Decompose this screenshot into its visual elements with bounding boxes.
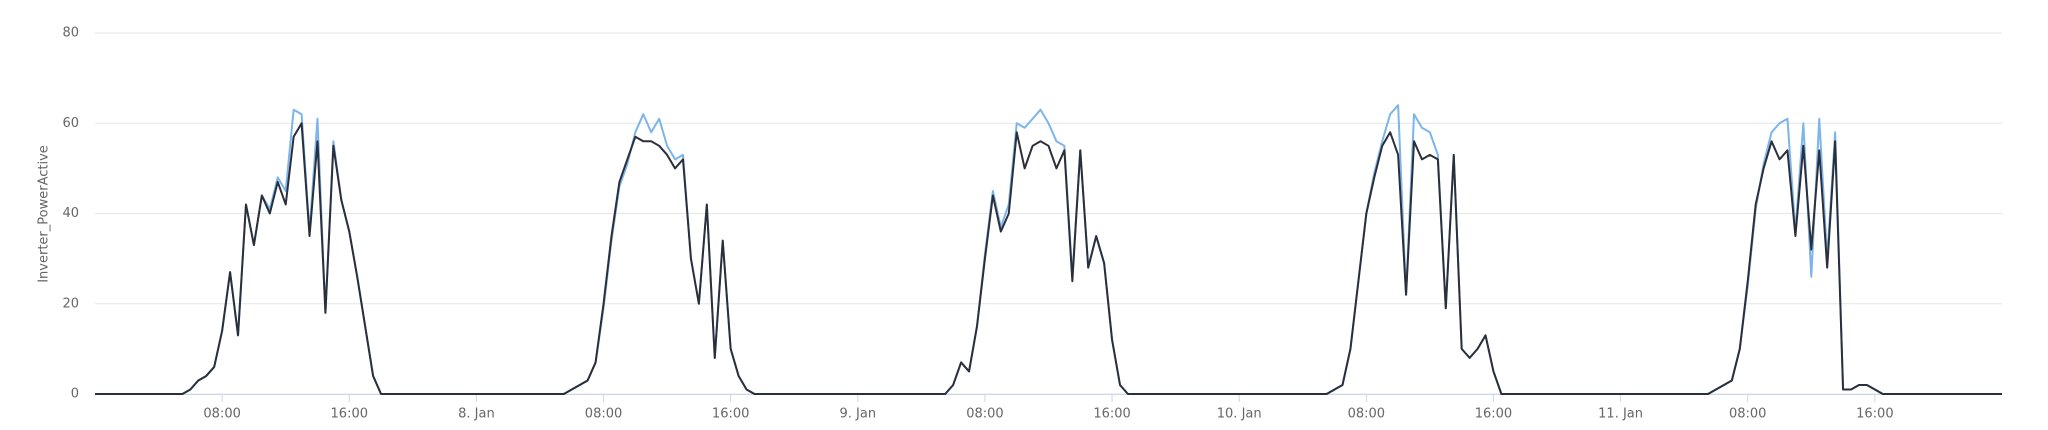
x-tick-label: 16:00 xyxy=(1475,407,1512,422)
x-tick-label: 10. Jan xyxy=(1217,407,1262,422)
series-line xyxy=(95,122,2002,395)
y-tick-label: 80 xyxy=(62,26,79,41)
x-tick-label: 8. Jan xyxy=(458,407,495,422)
y-axis-label: Inverter_PowerActive xyxy=(37,145,52,283)
x-tick-label: 08:00 xyxy=(585,407,622,422)
y-tick-label: 0 xyxy=(71,387,79,402)
x-tick-label: 9. Jan xyxy=(840,407,877,422)
x-tick-label: 08:00 xyxy=(966,407,1003,422)
x-tick-label: 08:00 xyxy=(1729,407,1766,422)
y-tick-label: 60 xyxy=(62,116,79,131)
x-tick-label: 16:00 xyxy=(331,407,368,422)
x-tick-label: 11. Jan xyxy=(1598,407,1643,422)
y-tick-label: 20 xyxy=(62,296,79,311)
x-tick-label: 16:00 xyxy=(712,407,749,422)
x-tick-label: 16:00 xyxy=(1856,407,1893,422)
y-tick-label: 40 xyxy=(62,206,79,221)
x-tick-label: 16:00 xyxy=(1093,407,1130,422)
x-tick-label: 08:00 xyxy=(1348,407,1385,422)
x-tick-label: 08:00 xyxy=(203,407,240,422)
